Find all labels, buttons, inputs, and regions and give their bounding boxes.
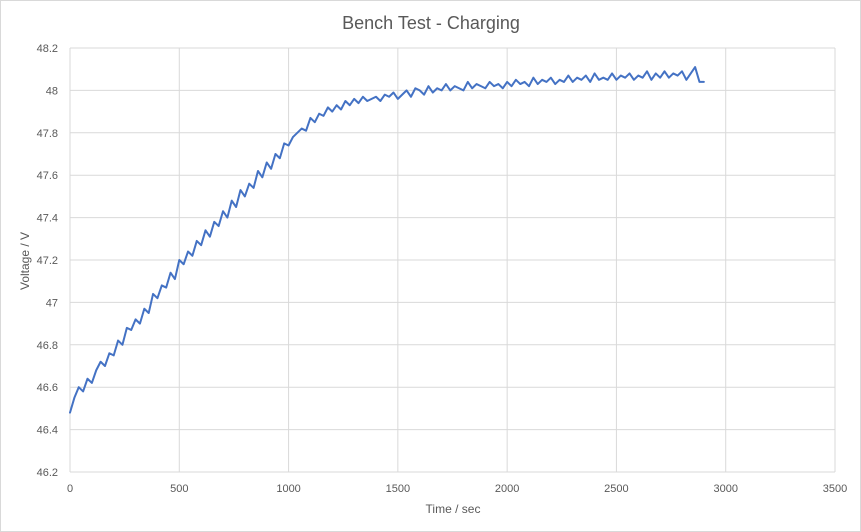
y-axis-label: Voltage / V (18, 232, 32, 290)
x-axis-label: Time / sec (426, 502, 481, 516)
series-line (69, 66, 705, 414)
x-tick-label: 2500 (604, 483, 628, 495)
x-tick-label: 1500 (386, 483, 410, 495)
x-tick-label: 500 (170, 483, 188, 495)
y-tick-label: 47.2 (37, 255, 58, 267)
x-tick-label: 0 (67, 483, 73, 495)
x-tick-label: 3500 (823, 483, 847, 495)
y-tick-label: 47.8 (37, 128, 58, 140)
x-tick-label: 1000 (276, 483, 300, 495)
y-axis-ticks: 46.2 46.4 46.6 46.8 47 47.2 47.4 47.6 47.8 48 48.2 (37, 43, 58, 479)
chart-title: Bench Test - Charging (342, 13, 520, 33)
y-tick-label: 46.6 (37, 382, 58, 394)
x-axis-ticks: 0 500 1000 1500 2000 2500 3000 3500 (67, 483, 847, 495)
y-tick-label: 48.2 (37, 43, 58, 55)
y-tick-label: 46.2 (37, 467, 58, 479)
y-tick-label: 47 (46, 297, 58, 309)
y-tick-label: 46.8 (37, 340, 58, 352)
x-tick-label: 2000 (495, 483, 519, 495)
y-tick-label: 47.4 (37, 213, 58, 225)
x-tick-label: 3000 (713, 483, 737, 495)
y-tick-label: 48 (46, 85, 58, 97)
y-tick-label: 46.4 (37, 425, 58, 437)
series-layer (69, 66, 705, 414)
y-tick-label: 47.6 (37, 170, 58, 182)
